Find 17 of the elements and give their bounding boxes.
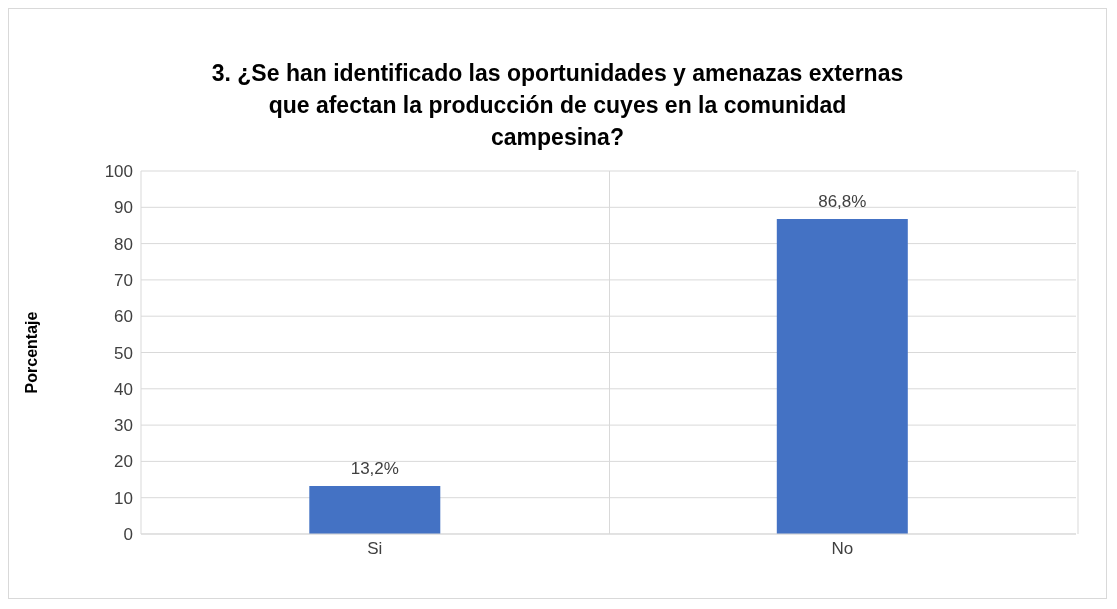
y-tick-label: 60: [114, 307, 133, 327]
data-label: 13,2%: [350, 459, 399, 479]
data-label: 86,8%: [818, 191, 867, 211]
y-tick-label: 70: [114, 270, 133, 290]
y-tick-label: 50: [114, 343, 133, 363]
y-tick-label: 10: [114, 488, 133, 508]
y-tick-label: 30: [114, 416, 133, 436]
y-axis-title: Porcentaje: [22, 311, 40, 394]
x-tick-label: Si: [367, 539, 383, 559]
y-tick-label: 0: [123, 525, 133, 545]
y-tick-label: 40: [114, 379, 133, 399]
x-tick-label: No: [831, 539, 854, 559]
y-tick-label: 100: [104, 162, 133, 182]
chart-title: 3. ¿Se han identificado las oportunidades y amenazas externas que afectan la producción de cuyes en la comunidad campesina?: [210, 59, 905, 152]
y-tick-label: 20: [114, 452, 133, 472]
y-tick-label: 90: [114, 198, 133, 218]
y-tick-label: 80: [114, 234, 133, 254]
